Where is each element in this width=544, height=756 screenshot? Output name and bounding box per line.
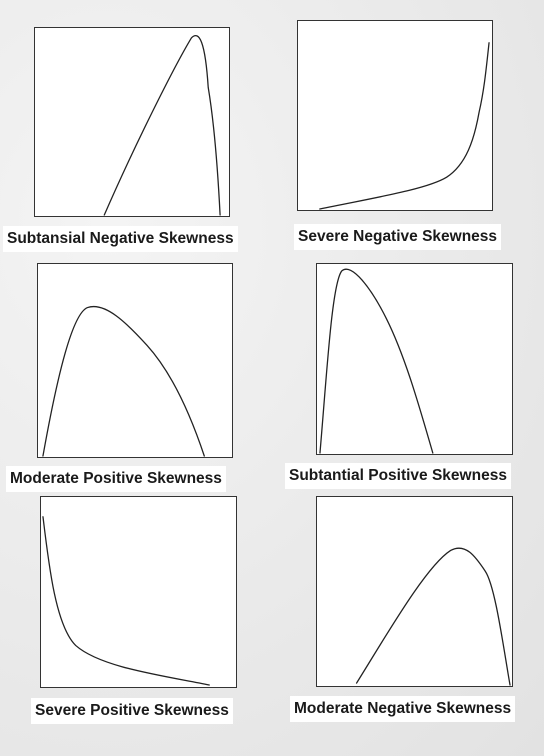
curve-moderate-positive — [42, 305, 205, 457]
skew-curve — [103, 35, 221, 216]
curve-severe-negative — [319, 42, 490, 210]
curve-severe-positive — [42, 516, 210, 686]
caption-substantial-positive: Subtantial Positive Skewness — [285, 463, 511, 489]
skew-curve — [355, 547, 511, 686]
chart-panel-moderate-negative — [316, 496, 513, 687]
caption-severe-negative: Severe Negative Skewness — [294, 224, 502, 250]
curve-moderate-negative — [355, 547, 511, 686]
caption-severe-positive: Severe Positive Skewness — [31, 698, 233, 724]
skew-curve — [319, 42, 490, 210]
chart-panel-severe-negative — [297, 20, 493, 211]
caption-substantial-negative: Subtansial Negative Skewness — [3, 226, 238, 252]
curve-substantial-positive — [319, 268, 434, 454]
chart-panel-severe-positive — [40, 496, 237, 688]
curve-substantial-negative — [103, 35, 221, 216]
caption-moderate-positive: Moderate Positive Skewness — [6, 466, 226, 492]
skew-curve — [319, 268, 434, 454]
skew-curve — [42, 516, 210, 686]
chart-panel-moderate-positive — [37, 263, 233, 458]
skew-curve — [42, 305, 205, 457]
chart-panel-substantial-positive — [316, 263, 513, 455]
chart-panel-substantial-negative — [34, 27, 230, 217]
caption-moderate-negative: Moderate Negative Skewness — [290, 696, 516, 722]
